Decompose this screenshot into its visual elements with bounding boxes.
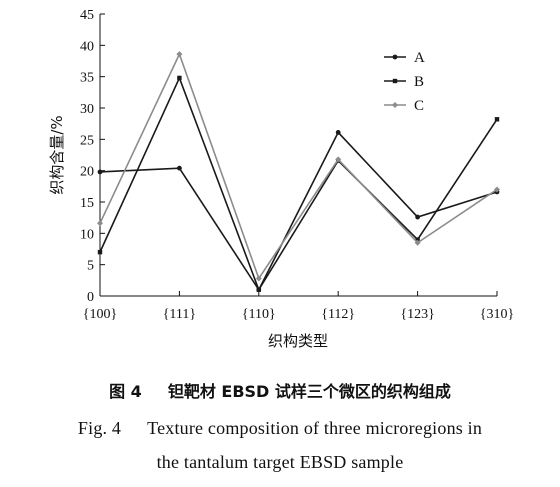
data-point-A [177, 165, 182, 171]
data-point-A [415, 214, 420, 220]
legend-marker-B [392, 78, 398, 84]
x-tick-label: {111} [163, 307, 196, 322]
data-point-C [176, 51, 183, 58]
x-tick-label: {123} [400, 307, 434, 322]
data-point-C [255, 275, 262, 282]
x-tick-label: {310} [480, 307, 514, 322]
caption-chinese-text: 钽靶材 EBSD 试样三个微区的织构组成 [167, 382, 451, 401]
legend-label-A: A [414, 50, 425, 66]
y-tick-label: 0 [87, 290, 94, 305]
data-point-C [97, 220, 103, 227]
legend-marker-A [392, 54, 398, 60]
data-point-B [177, 75, 182, 81]
data-point-C [335, 156, 342, 163]
x-tick-label: {110} [242, 307, 276, 322]
legend-label-B: B [414, 74, 424, 90]
y-tick-label: 5 [87, 259, 94, 274]
y-tick-label: 40 [80, 39, 94, 54]
series-line-B [99, 75, 498, 292]
data-point-B [256, 287, 261, 292]
legend-marker-C [392, 102, 398, 108]
data-point-A [97, 169, 103, 175]
line-chart: 0 5 10 15 20 25 30 35 40 45 {100} {111} {110} {112} {1… [48, 8, 514, 350]
caption-english-text-2: the tantalum target EBSD sample [156, 452, 404, 472]
data-point-B [97, 249, 103, 255]
series-group [97, 51, 500, 293]
data-point-C [414, 239, 421, 246]
caption-english-line1: Fig. 4 Texture composition of three micro… [0, 418, 560, 439]
caption-english-line2: the tantalum target EBSD sample [0, 452, 560, 473]
caption-chinese: 图 4 钽靶材 EBSD 试样三个微区的织构组成 [0, 378, 560, 402]
series-line-A [99, 131, 498, 292]
legend: ABC [384, 50, 425, 114]
y-tick-label: 10 [80, 227, 94, 242]
x-tick-label: {100} [83, 307, 117, 322]
series-line-C [99, 52, 498, 281]
caption-english-label: Fig. 4 [77, 418, 122, 438]
y-tick-label: 15 [80, 196, 94, 211]
data-point-B [415, 237, 420, 242]
caption-english-text-1: Texture composition of three microregion… [147, 418, 483, 438]
legend-label-C: C [414, 98, 424, 114]
x-tick-label: {112} [321, 307, 355, 322]
caption-chinese-label: 图 4 [109, 382, 142, 401]
data-point-B [494, 117, 500, 122]
data-point-C [494, 186, 500, 193]
y-tick-label: 35 [80, 71, 94, 86]
y-tick-label: 45 [80, 8, 94, 23]
y-tick-label: 25 [80, 133, 94, 148]
y-tick-label: 20 [80, 165, 94, 180]
x-axis-title: 织构类型 [268, 332, 328, 350]
data-point-A [335, 130, 341, 135]
y-tick-label: 30 [80, 102, 94, 117]
axes-group: 0 5 10 15 20 25 30 35 40 45 {100} {111} {110} {112} {1… [80, 8, 514, 322]
y-axis-title: 织构含量/% [48, 115, 66, 194]
